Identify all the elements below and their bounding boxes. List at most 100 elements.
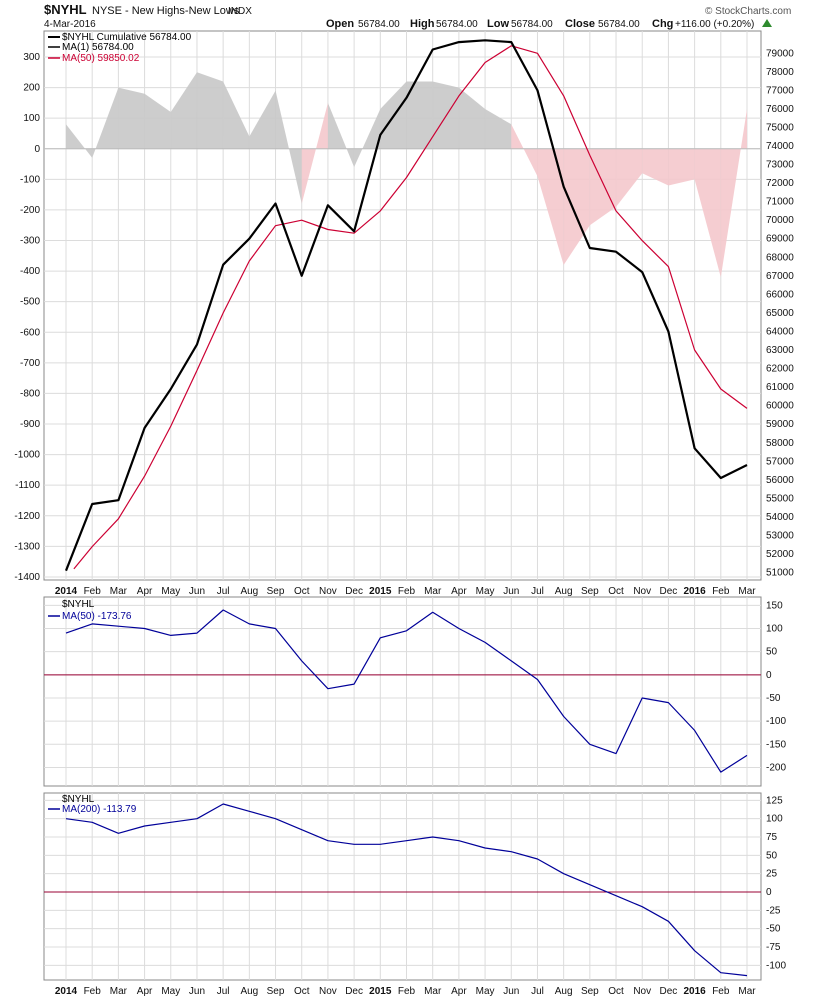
ma200-tick-label: 0 — [766, 887, 772, 898]
x-tick-label: Aug — [555, 586, 573, 597]
x-tick-label: Apr — [137, 986, 153, 997]
x-tick-label: May — [161, 986, 180, 997]
histogram-segment — [118, 87, 145, 149]
legend-ma1: MA(1) 56784.00 — [62, 42, 134, 53]
right-tick-label: 61000 — [766, 382, 794, 393]
ma200-series — [44, 803, 761, 977]
x-tick-label: Jun — [503, 586, 519, 597]
ma50-tick-label: -200 — [766, 762, 786, 773]
right-tick-label: 55000 — [766, 493, 794, 504]
legend-ma200-blue: MA(200) -113.79 — [62, 804, 137, 815]
main-right-axis: 79000 78000 77000 76000 75000 74000 73000 72000… — [766, 48, 794, 578]
x-tick-label: Mar — [424, 586, 442, 597]
x-tick-label: Oct — [294, 986, 310, 997]
histogram-segment — [354, 108, 381, 168]
x-tick-label: Dec — [660, 586, 678, 597]
open-value: 56784.00 — [358, 19, 400, 30]
low-label: Low — [487, 18, 509, 30]
x-tick-label: Oct — [294, 586, 310, 597]
right-tick-label: 75000 — [766, 122, 794, 133]
right-tick-label: 57000 — [766, 456, 794, 467]
left-tick-label: -1000 — [14, 450, 40, 461]
legend-cumulative: $NYHL Cumulative 56784.00 — [62, 32, 192, 43]
histogram-segment — [642, 148, 669, 186]
histogram-segment — [66, 124, 93, 158]
ma50-line — [65, 609, 748, 773]
ma200-tick-label: -25 — [766, 905, 781, 916]
histogram-segment — [327, 102, 355, 168]
x-tick-label: Sep — [267, 986, 285, 997]
x-tick-label: 2016 — [683, 586, 706, 597]
ma50-tick-label: 150 — [766, 600, 783, 611]
x-tick-label: Jun — [189, 986, 205, 997]
x-tick-label: Nov — [633, 986, 651, 997]
ma200-tick-label: -50 — [766, 924, 781, 935]
x-tick-label: Oct — [608, 986, 624, 997]
ma50-tick-label: 100 — [766, 624, 783, 635]
histogram-segment — [485, 108, 512, 149]
left-tick-label: -1200 — [14, 511, 40, 522]
x-tick-label: Feb — [712, 586, 730, 597]
x-tick-label: Jul — [217, 986, 230, 997]
main-legend: $NYHL Cumulative 56784.00 MA(1) 56784.00… — [48, 32, 192, 64]
left-tick-label: -800 — [20, 388, 40, 399]
chart-symbol: $NYHL — [44, 2, 87, 17]
x-tick-label: Jun — [189, 586, 205, 597]
right-tick-label: 62000 — [766, 364, 794, 375]
left-tick-label: -900 — [20, 419, 40, 430]
main-grid — [44, 31, 761, 580]
left-tick-label: -500 — [20, 297, 40, 308]
ma200-right-axis: 125 100 75 50 25 0 -25 -50 -75 -100 — [766, 795, 786, 971]
x-tick-label: Sep — [267, 586, 285, 597]
histogram-segment — [301, 102, 328, 204]
x-axis-main: 2014 Feb Mar Apr May Jun Jul Aug Sep Oct Nov Dec 201… — [55, 586, 756, 597]
x-tick-label: Feb — [84, 986, 102, 997]
left-tick-label: -1400 — [14, 572, 40, 583]
x-tick-label: Feb — [398, 586, 416, 597]
x-tick-label: Mar — [738, 586, 756, 597]
ma200-grid — [44, 793, 761, 980]
x-tick-label: Feb — [84, 586, 102, 597]
x-tick-label: Sep — [581, 986, 599, 997]
x-tick-label: Jul — [217, 586, 230, 597]
right-tick-label: 56000 — [766, 475, 794, 486]
right-tick-label: 64000 — [766, 326, 794, 337]
right-tick-label: 74000 — [766, 141, 794, 152]
x-tick-label: 2014 — [55, 586, 78, 597]
chart-date: 4-Mar-2016 — [44, 19, 96, 30]
x-tick-label: Aug — [240, 986, 258, 997]
right-tick-label: 51000 — [766, 568, 794, 579]
right-tick-label: 52000 — [766, 549, 794, 560]
x-tick-label: Apr — [451, 586, 467, 597]
histogram-segment — [694, 148, 721, 278]
ma200-tick-label: -100 — [766, 960, 786, 971]
left-tick-label: -400 — [20, 266, 40, 277]
ma50-panel-title: $NYHL — [62, 599, 95, 610]
x-tick-label: Jun — [503, 986, 519, 997]
ma200-line — [65, 803, 748, 977]
ma50-tick-label: -100 — [766, 716, 786, 727]
left-tick-label: -1300 — [14, 541, 40, 552]
right-tick-label: 78000 — [766, 67, 794, 78]
high-value: 56784.00 — [436, 19, 478, 30]
x-tick-label: May — [476, 586, 495, 597]
histogram-segment — [432, 81, 459, 149]
right-tick-label: 54000 — [766, 512, 794, 523]
ma200-legend: $NYHL MA(200) -113.79 — [48, 794, 137, 815]
left-tick-label: 200 — [23, 83, 40, 94]
close-value: 56784.00 — [598, 19, 640, 30]
histogram-segment — [511, 124, 538, 177]
histogram-segment — [196, 72, 224, 149]
right-tick-label: 60000 — [766, 401, 794, 412]
open-label: Open — [326, 18, 354, 30]
chg-label: Chg — [652, 18, 673, 30]
high-label: High — [410, 18, 435, 30]
ma200-panel-frame — [43, 792, 762, 981]
left-tick-label: -300 — [20, 236, 40, 247]
right-tick-label: 69000 — [766, 234, 794, 245]
up-triangle-icon — [762, 19, 772, 27]
chart-kind: INDX — [228, 6, 252, 17]
ma50-tick-label: -50 — [766, 693, 781, 704]
ma50-right-axis: 150 100 50 0 -50 -100 -150 -200 — [766, 600, 786, 773]
